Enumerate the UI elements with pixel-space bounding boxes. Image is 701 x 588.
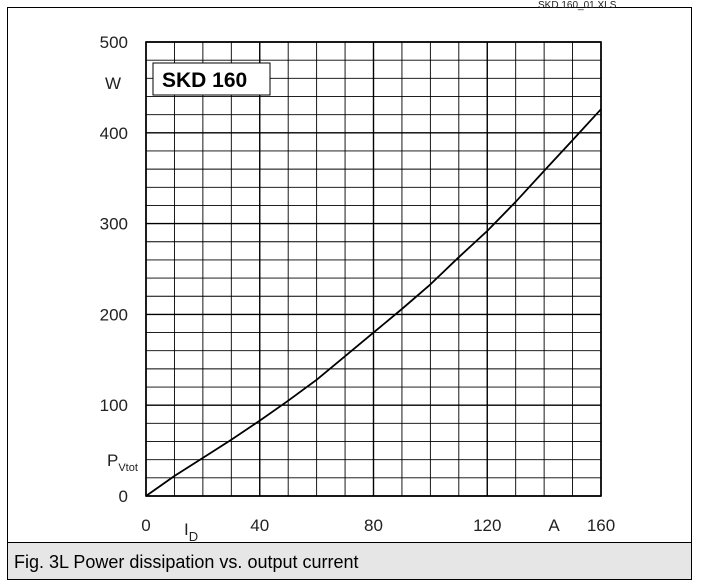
- chart-title-box: SKD 160: [152, 62, 271, 96]
- axes: [145, 41, 602, 497]
- y-tick-label: 0: [119, 487, 128, 506]
- y-tick-label: 400: [100, 124, 128, 143]
- y-tick-label: 200: [100, 305, 128, 324]
- x-axis-label: ID: [184, 520, 198, 544]
- file-label: SKD 160_01.XLS: [538, 0, 617, 11]
- y-tick-label: 300: [100, 215, 128, 234]
- y-tick-label: 100: [100, 396, 128, 415]
- figure-border: [7, 7, 692, 580]
- y-unit-label: W: [105, 74, 121, 93]
- x-tick-label: 80: [364, 516, 383, 535]
- chart-title: SKD 160: [162, 69, 247, 92]
- power-curve: [145, 108, 602, 497]
- x-tick-label: 120: [473, 516, 501, 535]
- y-axis-label: PVtot: [107, 451, 138, 474]
- x-tick-label: 160: [587, 516, 615, 535]
- grid: [145, 41, 602, 497]
- axis-labels: W A PVtot ID: [105, 74, 560, 544]
- x-tick-label: 0: [141, 516, 150, 535]
- caption-bar: Fig. 3L Power dissipation vs. output cur…: [8, 542, 691, 579]
- x-unit-label: A: [548, 516, 560, 535]
- y-tick-label: 500: [100, 33, 128, 52]
- x-tick-label: 40: [250, 516, 269, 535]
- series: [145, 108, 602, 497]
- plot-frame: [145, 41, 602, 497]
- tick-labels: 0 100 200 300 400 500 0 40 80 120 160: [100, 33, 616, 535]
- figure-caption: Fig. 3L Power dissipation vs. output cur…: [14, 552, 359, 572]
